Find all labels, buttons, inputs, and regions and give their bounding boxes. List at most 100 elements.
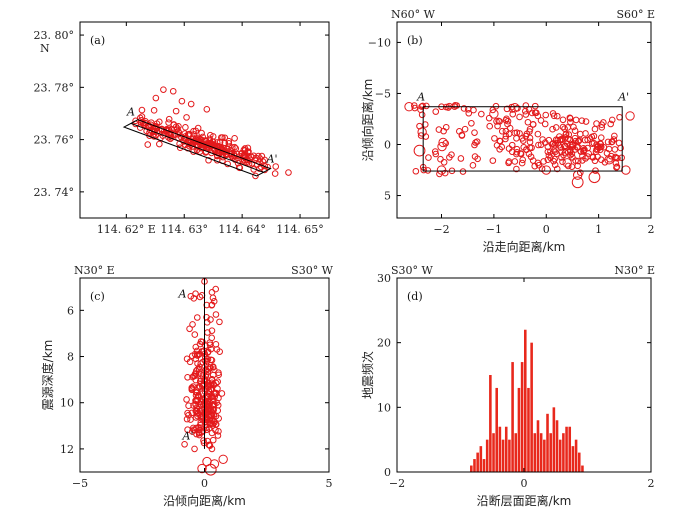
hypocenter-point — [208, 301, 216, 309]
hypocenter-point — [551, 148, 559, 156]
hypocenter-point — [421, 121, 429, 128]
hypocenter-point — [471, 153, 479, 160]
hypocenter-point — [425, 154, 432, 161]
hypocenter-point — [472, 139, 479, 146]
hypocenter-point — [193, 314, 201, 321]
hypocenter-point — [554, 139, 562, 147]
hypocenter-point — [212, 311, 220, 318]
profile-line — [130, 122, 264, 173]
panel-d-ytick-label: 20 — [377, 337, 391, 350]
panel-b-frame — [396, 21, 652, 219]
hypocenter-point — [600, 119, 607, 126]
hypocenter-point — [505, 145, 513, 152]
hypocenter-point — [553, 165, 561, 173]
hypocenter-point — [199, 390, 207, 397]
epicenter-point — [241, 154, 249, 161]
epicenter-point — [174, 131, 182, 138]
hypocenter-point — [420, 166, 428, 174]
hypocenter-point — [612, 159, 620, 167]
epicenter-point — [156, 118, 163, 126]
hypocenter-point — [190, 372, 197, 380]
hypocenter-point — [183, 396, 190, 403]
panel-d-corner-right: N30° E — [614, 264, 655, 277]
panel-c-ytick-label: 6 — [67, 304, 74, 317]
hypocenter-point — [529, 157, 537, 164]
hypocenter-point — [206, 339, 214, 346]
hypocenter-point — [207, 382, 215, 389]
hypocenter-point — [562, 158, 572, 168]
hypocenter-point — [519, 156, 526, 164]
panel-b-corner-right: S60° E — [616, 8, 655, 21]
epicenter-point — [211, 142, 219, 150]
epicenter-point — [173, 126, 181, 134]
panel-b-ytick-label: −5 — [375, 87, 391, 100]
panel-a-label: (a) — [90, 34, 105, 47]
hypocenter-point — [597, 134, 605, 141]
histogram-bar — [524, 329, 527, 472]
epicenter-point — [150, 133, 158, 140]
histogram-bar — [482, 459, 486, 472]
hypocenter-point — [431, 148, 439, 155]
hypocenter-point — [517, 150, 524, 157]
histogram-bar — [501, 439, 505, 472]
panel-a-y-unit: N — [40, 42, 50, 55]
epicenter-point — [255, 152, 262, 160]
histogram-bar — [546, 413, 549, 472]
hypocenter-point — [199, 427, 207, 435]
hypocenter-point — [478, 110, 485, 118]
histogram-bar — [577, 452, 581, 472]
epicenter-point — [165, 115, 173, 123]
panel-c-ylabel: 震源深度/km — [40, 340, 55, 411]
profile-start-label: A — [416, 91, 425, 104]
epicenter-point — [205, 156, 212, 164]
epicenter-point — [211, 146, 219, 154]
panel-c-xtick-label: 5 — [326, 477, 333, 490]
hypocenter-point — [580, 148, 587, 155]
hypocenter-point — [493, 118, 500, 125]
hypocenter-point — [424, 167, 432, 174]
epicenter-point — [158, 125, 165, 133]
epicenter-point — [144, 141, 152, 148]
hypocenter-point — [574, 157, 582, 165]
epicenter-point — [181, 130, 189, 137]
panel-c-label: (c) — [90, 290, 105, 303]
hypocenter-point — [574, 162, 581, 170]
profile-start-label: A — [126, 105, 135, 118]
hypocenter-point — [610, 136, 618, 143]
hypocenter-point — [613, 163, 621, 170]
hypocenter-point — [216, 318, 223, 326]
hypocenter-point — [199, 414, 207, 422]
hypocenter-point — [625, 111, 635, 121]
hypocenter-point — [208, 327, 216, 334]
hypocenter-point — [411, 104, 419, 112]
panel-b-xtick-label: −2 — [433, 223, 449, 236]
panel-b-xtick-label: 1 — [595, 223, 602, 236]
panel-c-ytick-label: 10 — [60, 397, 74, 410]
hypocenter-point — [560, 151, 567, 159]
epicenter-point — [258, 152, 266, 160]
hypocenter-point — [491, 135, 498, 142]
hypocenter-point — [522, 102, 530, 109]
hypocenter-point — [541, 165, 551, 175]
hypocenter-point — [459, 168, 467, 175]
hypocenter-point — [502, 117, 510, 124]
hypocenter-point — [197, 375, 205, 383]
hypocenter-point — [214, 432, 222, 439]
hypocenter-point — [533, 109, 540, 117]
hypocenter-point — [534, 112, 542, 120]
epicenter-point — [150, 107, 158, 114]
panel-b-ytick-label: −10 — [368, 36, 391, 49]
hypocenter-point — [526, 134, 534, 142]
hypocenter-point — [604, 155, 614, 165]
hypocenter-point — [571, 176, 584, 189]
panel-a-xtick-label: 114. 62° E — [97, 223, 156, 236]
hypocenter-point — [471, 129, 478, 136]
hypocenter-point — [578, 117, 586, 124]
hypocenter-point — [185, 402, 192, 410]
hypocenter-point — [559, 123, 567, 131]
hypocenter-point — [213, 399, 221, 407]
profile-box — [122, 119, 272, 177]
epicenter-point — [227, 147, 234, 154]
hypocenter-point — [212, 426, 219, 434]
